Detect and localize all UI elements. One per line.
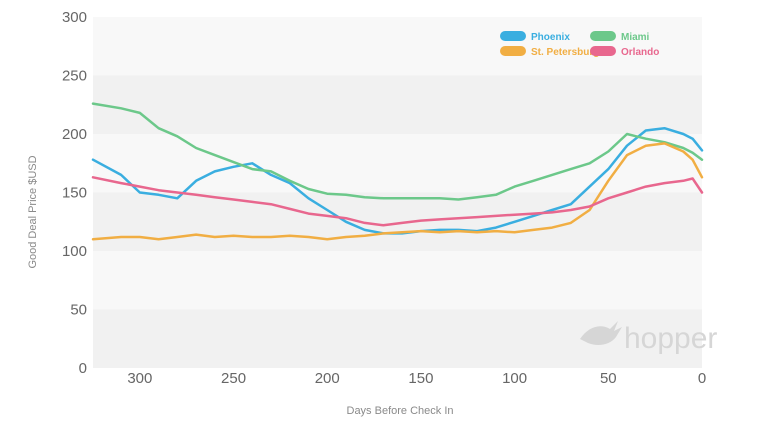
grid-band <box>93 134 702 193</box>
x-tick-label: 100 <box>502 370 527 387</box>
legend-label-miami: Miami <box>621 32 650 43</box>
y-tick-label: 0 <box>79 360 87 377</box>
legend-label-orlando: Orlando <box>621 47 659 58</box>
legend-swatch-phoenix <box>500 31 526 41</box>
series-line-orlando <box>91 176 704 227</box>
watermark-text: hopper <box>624 322 717 355</box>
legend: Phoenix Miami St. Petersburg Orlando <box>500 31 659 58</box>
y-axis-title: Good Deal Price $USD <box>27 155 39 268</box>
x-axis-title: Days Before Check In <box>347 405 454 417</box>
series-line-miami <box>91 102 704 201</box>
x-tick-label: 150 <box>408 370 433 387</box>
grid-band <box>93 251 702 310</box>
grid-band <box>93 75 702 134</box>
series-line-st-petersburg <box>91 142 704 241</box>
legend-swatch-st-petersburg <box>500 46 526 56</box>
grid-band <box>93 192 702 251</box>
hopper-bunny-icon <box>580 321 622 345</box>
series-lines <box>91 102 704 241</box>
x-tick-label: 50 <box>600 370 617 387</box>
y-tick-label: 100 <box>62 243 87 260</box>
watermark: hopper <box>580 321 717 355</box>
y-tick-label: 200 <box>62 126 87 143</box>
y-axis-ticks: 0 50 100 150 200 250 300 <box>62 9 87 377</box>
x-axis-ticks: 300 250 200 150 100 50 0 <box>127 370 706 387</box>
x-tick-label: 300 <box>127 370 152 387</box>
legend-label-phoenix: Phoenix <box>531 32 570 43</box>
x-tick-label: 0 <box>698 370 706 387</box>
legend-label-st-petersburg: St. Petersburg <box>531 47 599 58</box>
y-tick-label: 50 <box>70 302 87 319</box>
x-tick-label: 250 <box>221 370 246 387</box>
legend-swatch-orlando <box>590 46 616 56</box>
y-tick-label: 250 <box>62 68 87 85</box>
legend-swatch-miami <box>590 31 616 41</box>
y-tick-label: 300 <box>62 9 87 26</box>
y-tick-label: 150 <box>62 185 87 202</box>
x-tick-label: 200 <box>315 370 340 387</box>
